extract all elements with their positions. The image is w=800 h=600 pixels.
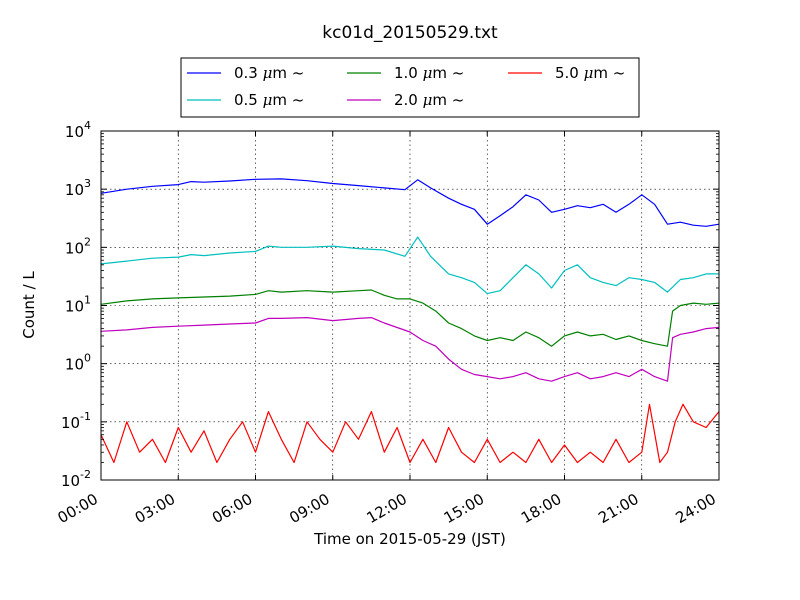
axis-ticks bbox=[100, 130, 720, 481]
legend: 0.3 μm ~ 0.5 μm ~ 1.0 μm ~ 2.0 μm ~ 5.0 μm ~ bbox=[180, 57, 640, 118]
y-tick-label: 100 bbox=[65, 352, 91, 374]
legend-label: 2.0 μm ~ bbox=[394, 91, 464, 109]
legend-box bbox=[180, 57, 640, 118]
y-tick-label: 10-1 bbox=[61, 410, 91, 432]
legend-label: 1.0 μm ~ bbox=[394, 64, 464, 82]
y-tick-label: 101 bbox=[65, 294, 91, 316]
y-tick-labels: 10-2 10-1 100 101 102 103 104 bbox=[61, 119, 91, 490]
legend-item: 0.3 μm ~ bbox=[187, 64, 304, 82]
y-tick-label: 10-2 bbox=[61, 468, 91, 490]
series-line-5 bbox=[100, 403, 720, 464]
legend-label: 5.0 μm ~ bbox=[555, 64, 625, 82]
y-tick-label: 104 bbox=[65, 119, 91, 141]
y-axis-label: Count / L bbox=[20, 271, 38, 339]
legend-item: 2.0 μm ~ bbox=[347, 91, 464, 109]
x-axis-label: Time on 2015-05-29 (JST) bbox=[313, 530, 506, 548]
y-tick-label: 103 bbox=[65, 177, 91, 199]
series-line-1 bbox=[100, 178, 720, 227]
legend-item: 5.0 μm ~ bbox=[508, 64, 625, 82]
chart-title: kc01d_20150529.txt bbox=[322, 23, 498, 43]
legend-item: 1.0 μm ~ bbox=[347, 64, 464, 82]
series-line-3 bbox=[100, 289, 720, 347]
y-tick-label: 102 bbox=[65, 235, 91, 257]
legend-item: 0.5 μm ~ bbox=[187, 91, 304, 109]
series-line-4 bbox=[100, 317, 720, 382]
legend-label: 0.3 μm ~ bbox=[234, 64, 304, 82]
legend-label: 0.5 μm ~ bbox=[234, 91, 304, 109]
series-line-2 bbox=[100, 236, 719, 295]
series-lines bbox=[100, 178, 720, 464]
